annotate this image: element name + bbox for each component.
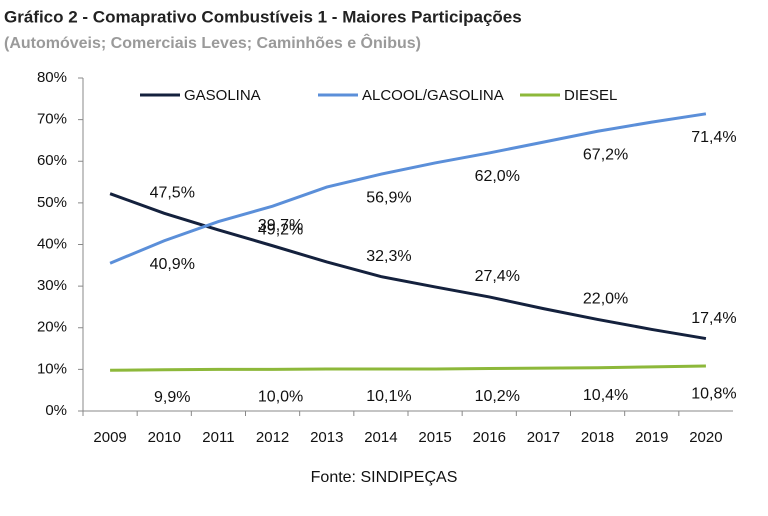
data-label: 10,0%	[258, 389, 303, 406]
legend-label: ALCOOL/GASOLINA	[362, 87, 504, 104]
y-tick-label: 40%	[37, 235, 67, 252]
data-label: 47,5%	[150, 185, 195, 202]
y-tick-label: 0%	[45, 402, 67, 419]
data-label: 10,2%	[475, 388, 520, 405]
data-label: 71,4%	[691, 129, 736, 146]
y-tick-label: 60%	[37, 152, 67, 169]
data-label: 9,9%	[154, 389, 190, 406]
legend-label: GASOLINA	[184, 87, 261, 104]
y-tick-label: 80%	[37, 69, 67, 86]
x-tick-label: 2018	[581, 429, 614, 446]
data-label: 27,4%	[475, 268, 520, 285]
data-label: 22,0%	[583, 291, 628, 308]
data-label: 39,7%	[258, 217, 303, 234]
data-label: 10,1%	[366, 388, 411, 405]
x-tick-label: 2012	[256, 429, 289, 446]
source: Fonte: SINDIPEÇAS	[311, 469, 458, 486]
y-tick-label: 20%	[37, 319, 67, 336]
chart-subtitle: (Automóveis; Comerciais Leves; Caminhões…	[4, 33, 421, 52]
data-label: 49,2%	[258, 221, 303, 238]
x-tick-label: 2009	[93, 429, 126, 446]
x-tick-label: 2016	[473, 429, 506, 446]
series-line	[110, 364, 706, 372]
x-tick-label: 2010	[148, 429, 181, 446]
data-label: 17,4%	[691, 310, 736, 327]
data-label: 67,2%	[583, 146, 628, 163]
data-label: 10,8%	[691, 385, 736, 402]
x-tick-label: 2015	[418, 429, 451, 446]
x-tick-label: 2017	[527, 429, 560, 446]
y-tick-label: 50%	[37, 194, 67, 211]
x-tick-label: 2019	[635, 429, 668, 446]
series-line	[109, 192, 707, 341]
x-tick-label: 2011	[202, 429, 234, 446]
data-label: 10,4%	[583, 387, 628, 404]
data-label: 32,3%	[366, 248, 411, 265]
x-tick-label: 2013	[310, 429, 343, 446]
y-tick-label: 70%	[37, 111, 67, 128]
x-tick-label: 2014	[364, 429, 397, 446]
data-label: 56,9%	[366, 189, 411, 206]
data-label: 62,0%	[475, 168, 520, 185]
y-tick-label: 30%	[37, 277, 67, 294]
x-tick-label: 2020	[689, 429, 722, 446]
y-tick-label: 10%	[37, 360, 67, 377]
series-line	[109, 112, 707, 265]
data-label: 40,9%	[150, 256, 195, 273]
legend-label: DIESEL	[564, 87, 617, 104]
chart-title: Gráfico 2 - Comaprativo Combustíveis 1 -…	[4, 7, 522, 26]
